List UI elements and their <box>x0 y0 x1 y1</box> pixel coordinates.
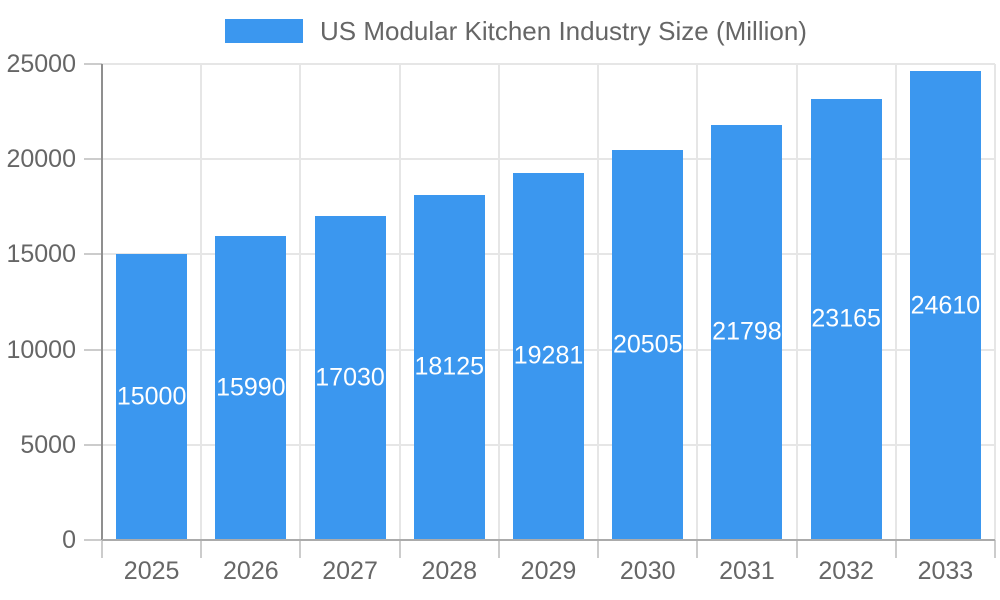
v-gridline <box>299 64 302 540</box>
v-gridline <box>696 64 699 540</box>
h-gridline <box>102 158 995 161</box>
v-gridline <box>200 64 203 540</box>
h-gridline <box>102 63 995 65</box>
bar-value-label: 18125 <box>414 352 485 381</box>
v-gridline <box>398 64 401 540</box>
x-axis-tick <box>299 540 302 558</box>
x-axis-tick <box>696 540 699 558</box>
v-gridline <box>795 64 798 540</box>
legend-swatch <box>225 19 303 43</box>
bar-value-label: 21798 <box>712 317 782 346</box>
x-tick-label: 2028 <box>421 557 478 585</box>
bar: 19281 <box>513 172 584 540</box>
y-tick-label: 25000 <box>6 50 76 78</box>
y-axis-tick <box>84 348 102 351</box>
x-axis-tick <box>200 540 203 558</box>
y-axis-tick <box>84 443 102 446</box>
y-axis-tick <box>84 253 102 256</box>
x-tick-label: 2031 <box>719 557 775 585</box>
x-axis-tick <box>101 540 103 558</box>
x-axis-tick <box>398 540 401 558</box>
y-axis-tick <box>84 63 102 65</box>
x-axis-tick <box>894 540 897 558</box>
x-tick-label: 2032 <box>818 557 874 585</box>
x-tick-label: 2029 <box>520 557 577 585</box>
x-tick-label: 2025 <box>123 557 180 585</box>
bar-value-label: 15000 <box>116 382 187 411</box>
x-tick-label: 2030 <box>619 557 676 585</box>
v-gridline <box>497 64 500 540</box>
y-tick-label: 15000 <box>6 240 76 269</box>
y-axis-tick <box>84 158 102 161</box>
x-tick-label: 2033 <box>917 557 974 585</box>
bar: 15990 <box>215 235 287 540</box>
bar: 23165 <box>810 98 882 540</box>
bar: 21798 <box>711 124 783 540</box>
y-tick-label: 0 <box>62 526 76 554</box>
v-gridline <box>597 64 600 540</box>
y-axis-tick <box>84 539 102 541</box>
bar-value-label: 20505 <box>612 330 683 359</box>
bar-value-label: 23165 <box>811 304 881 333</box>
bar-value-label: 24610 <box>910 291 981 320</box>
bar: 24610 <box>909 71 981 540</box>
bar: 18125 <box>413 194 485 540</box>
x-tick-label: 2027 <box>322 557 378 585</box>
bar: 17030 <box>314 215 386 540</box>
bar: 20505 <box>612 149 684 540</box>
y-tick-label: 20000 <box>6 145 76 174</box>
v-gridline <box>894 64 897 540</box>
y-axis-line <box>101 64 103 540</box>
x-axis-tick <box>597 540 600 558</box>
x-axis-tick <box>497 540 500 558</box>
bar-value-label: 15990 <box>216 373 286 402</box>
legend-label: US Modular Kitchen Industry Size (Millio… <box>320 16 807 46</box>
y-tick-label: 5000 <box>20 430 76 459</box>
bar-value-label: 19281 <box>513 341 584 370</box>
v-gridline <box>994 64 996 540</box>
y-tick-label: 10000 <box>6 335 76 364</box>
x-axis-line <box>102 539 995 541</box>
x-axis-tick <box>994 540 996 558</box>
x-tick-label: 2026 <box>223 557 279 585</box>
x-axis-tick <box>795 540 798 558</box>
bar-value-label: 17030 <box>315 363 385 392</box>
legend[interactable]: US Modular Kitchen Industry Size (Millio… <box>225 16 807 46</box>
bar: 15000 <box>116 254 188 540</box>
